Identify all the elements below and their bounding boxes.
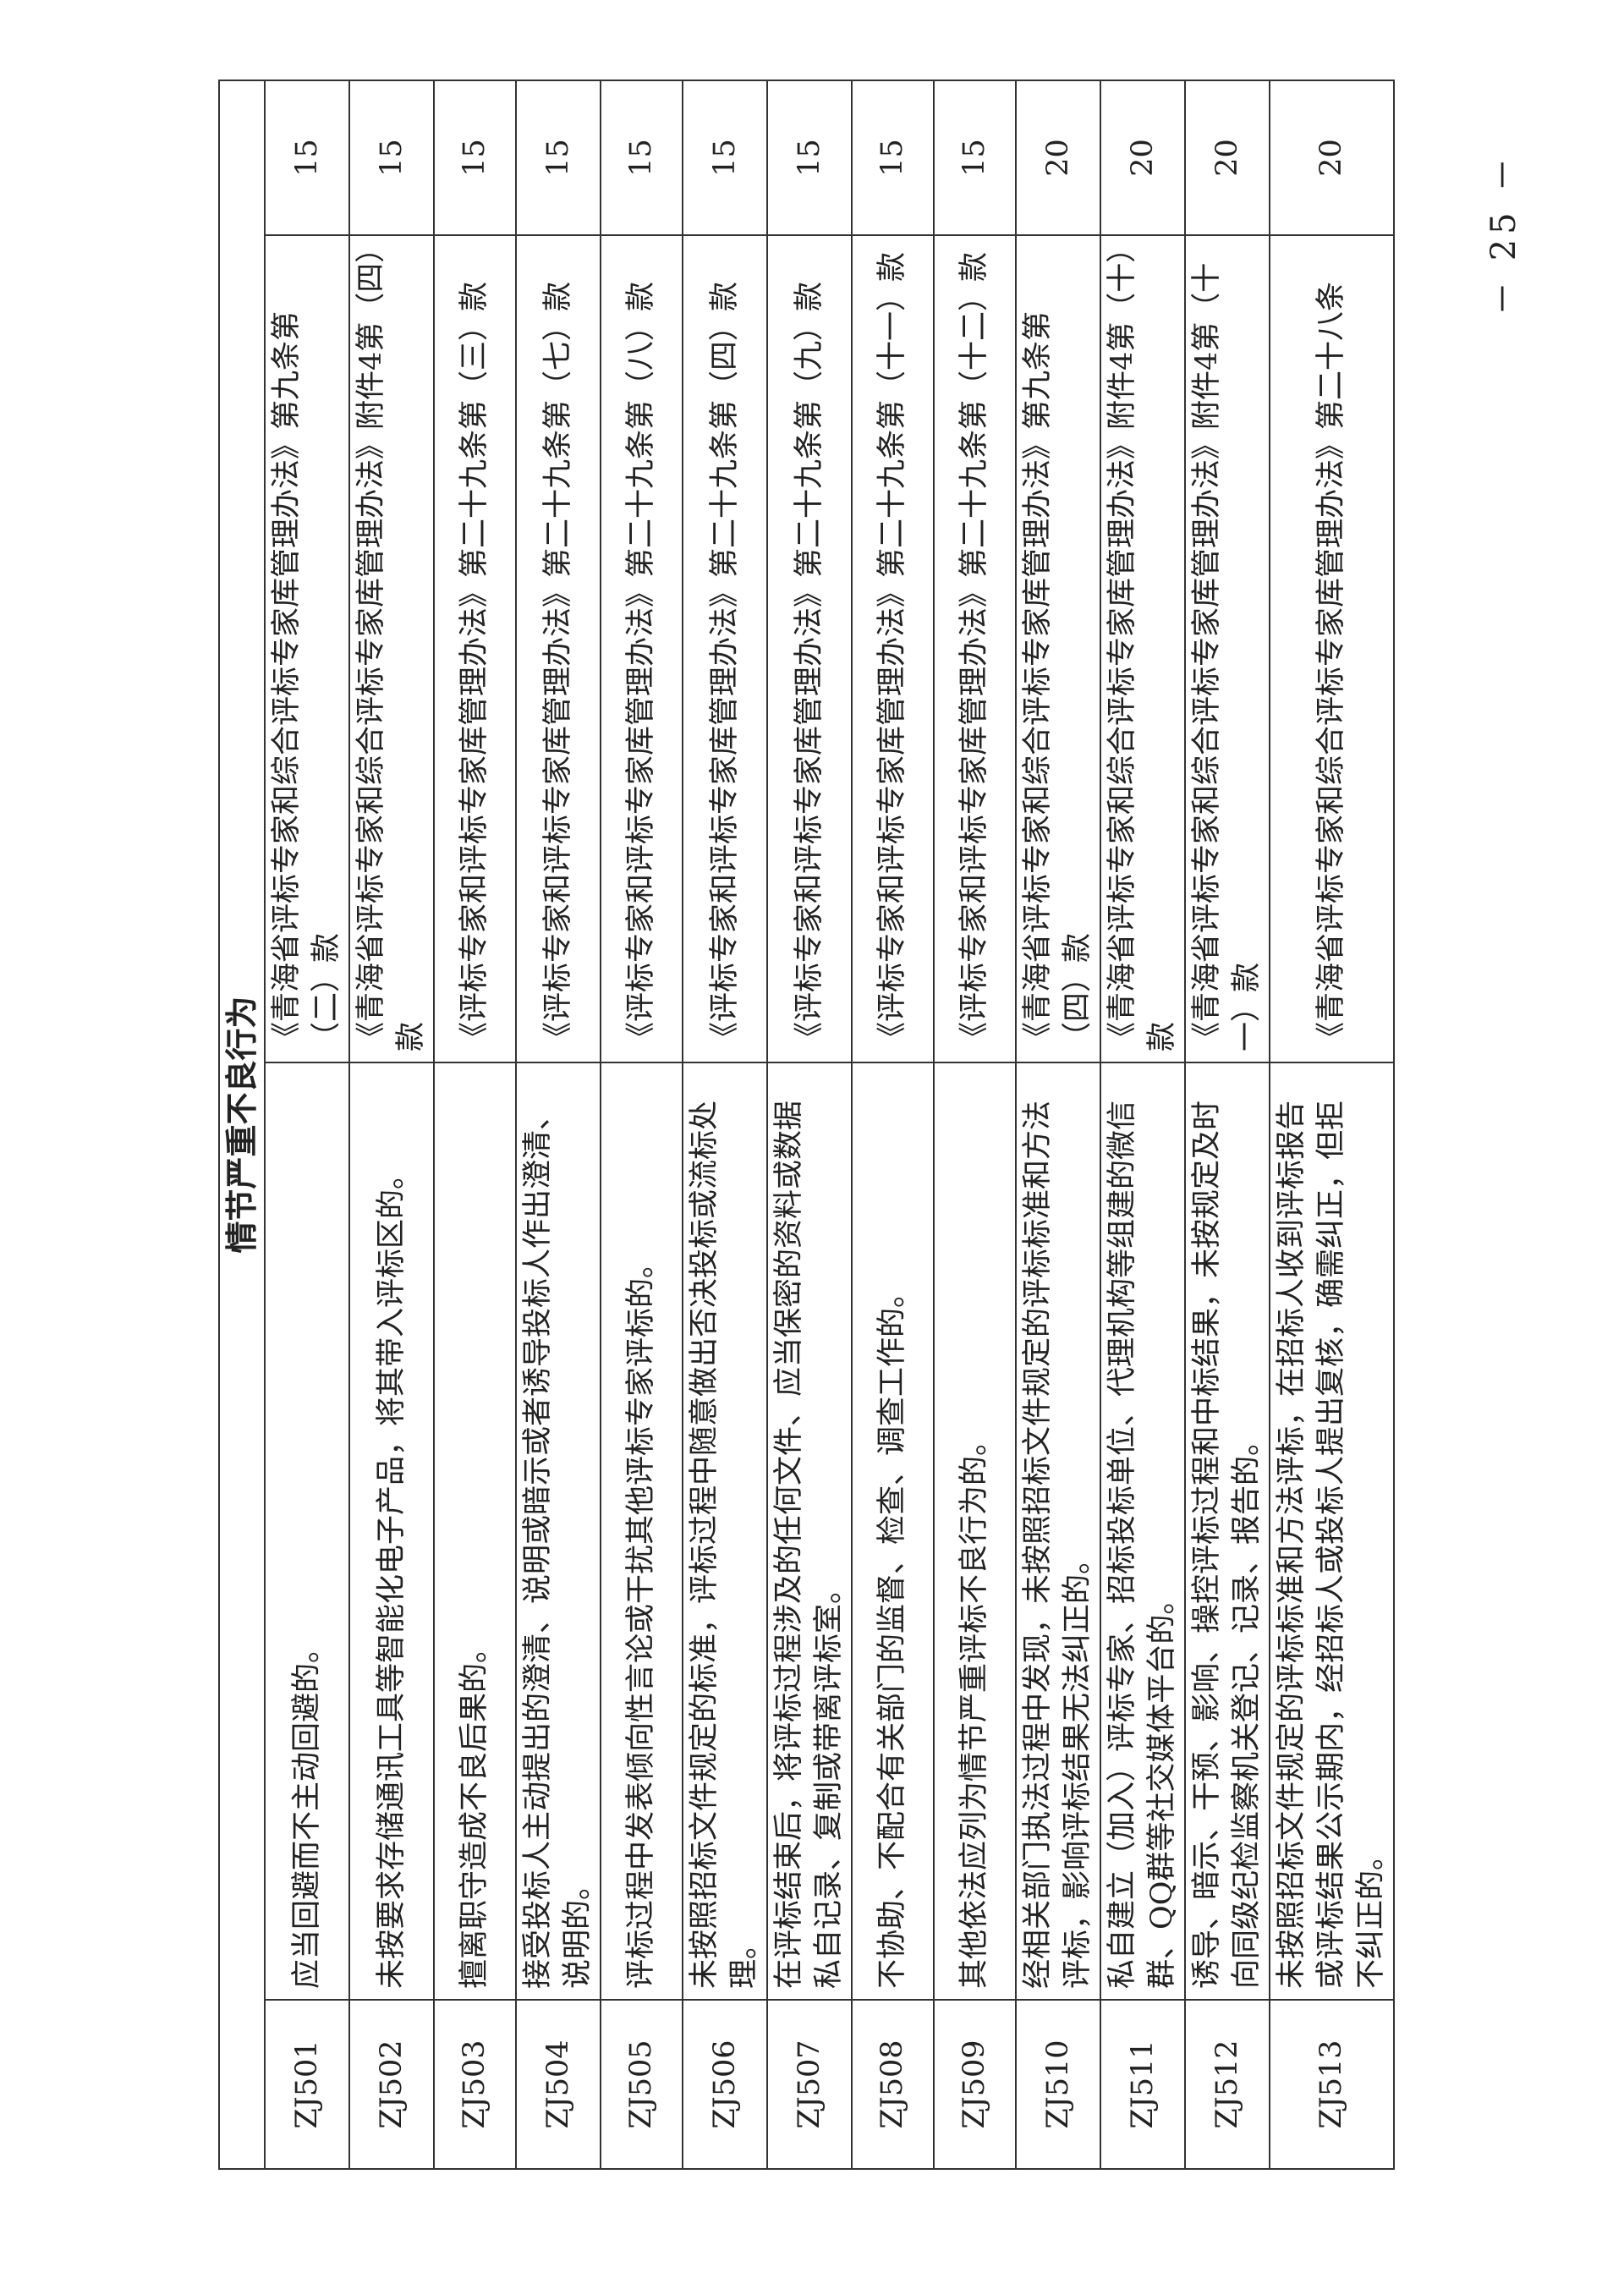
cell-basis: 《评标专家和评标专家库管理办法》第二十九条第（三）款	[434, 235, 516, 1062]
cell-desc: 经相关部门执法过程中发现，未按照招标文件规定的评标标准和方法评标，影响评标结果无…	[1016, 1062, 1100, 2000]
cell-score: 15	[767, 80, 852, 235]
cell-code: ZJ510	[1016, 2000, 1100, 2169]
table-row: ZJ503 擅离职守造成不良后果的。 《评标专家和评标专家库管理办法》第二十九条第（…	[434, 80, 516, 2169]
cell-score: 15	[852, 80, 934, 235]
cell-desc: 未按照招标文件规定的评标标准和方法评标，在招标人收到评标报告或评标结果公示期内，…	[1270, 1062, 1394, 2000]
cell-code: ZJ511	[1100, 2000, 1185, 2169]
cell-code: ZJ504	[516, 2000, 601, 2169]
table-row: ZJ502 未按要求存储通讯工具等智能化电子产品，将其带入评标区的。 《青海省评标专…	[349, 80, 434, 2169]
table-row: ZJ504 接受投标人主动提出的澄清、说明或暗示或者诱导投标人作出澄清、说明的。《…	[516, 80, 601, 2169]
cell-basis: 《青海省评标专家和综合评标专家库管理办法》附件4第（十一）款	[1185, 235, 1270, 1062]
cell-desc: 不协助、不配合有关部门的监督、检查、调查工作的。	[852, 1062, 934, 2000]
cell-desc: 诱导、暗示、干预、影响、操控评标过程和中标结果，未按规定及时向同级纪检监察机关登…	[1185, 1062, 1270, 2000]
table-row: ZJ505 评标过程中发表倾向性言论或干扰其他评标专家评标的。 《评标专家和评标专家…	[601, 80, 683, 2169]
cell-basis: 《青海省评标专家和综合评标专家库管理办法》第九条第（二）款	[265, 235, 349, 1062]
cell-score: 20	[1016, 80, 1100, 235]
cell-desc: 接受投标人主动提出的澄清、说明或暗示或者诱导投标人作出澄清、说明的。	[516, 1062, 601, 2000]
table-row: ZJ506 未按照招标文件规定的标准，评标过程中随意做出否决投标或流标处理。 《评标…	[683, 80, 767, 2169]
cell-score: 15	[265, 80, 349, 235]
cell-code: ZJ505	[601, 2000, 683, 2169]
cell-basis: 《青海省评标专家和综合评标专家库管理办法》第二十八条	[1270, 235, 1394, 1062]
cell-score: 20	[1100, 80, 1185, 235]
cell-code: ZJ513	[1270, 2000, 1394, 2169]
cell-desc: 擅离职守造成不良后果的。	[434, 1062, 516, 2000]
cell-code: ZJ512	[1185, 2000, 1270, 2169]
cell-desc: 评标过程中发表倾向性言论或干扰其他评标专家评标的。	[601, 1062, 683, 2000]
cell-code: ZJ502	[349, 2000, 434, 2169]
cell-basis: 《评标专家和评标专家库管理办法》第二十九条第（七）款	[516, 235, 601, 1062]
page-number: － 25 －	[1484, 152, 1523, 316]
cell-basis: 《评标专家和评标专家库管理办法》第二十九条第（十二）款	[934, 235, 1016, 1062]
cell-score: 15	[601, 80, 683, 235]
cell-desc: 私自建立（加入）评标专家、招标投标单位、代理机构等组建的微信群、QQ群等社交媒体…	[1100, 1062, 1185, 2000]
cell-score: 15	[434, 80, 516, 235]
cell-score: 20	[1185, 80, 1270, 235]
cell-basis: 《评标专家和评标专家库管理办法》第二十九条第（八）款	[601, 235, 683, 1062]
cell-code: ZJ507	[767, 2000, 852, 2169]
cell-score: 15	[683, 80, 767, 235]
cell-desc: 应当回避而不主动回避的。	[265, 1062, 349, 2000]
cell-basis: 《评标专家和评标专家库管理办法》第二十九条第（十一）款	[852, 235, 934, 1062]
table-row: ZJ510 经相关部门执法过程中发现，未按照招标文件规定的评标标准和方法评标，影响…	[1016, 80, 1100, 2169]
cell-desc: 未按要求存储通讯工具等智能化电子产品，将其带入评标区的。	[349, 1062, 434, 2000]
table-row: ZJ508 不协助、不配合有关部门的监督、检查、调查工作的。 《评标专家和评标专家库…	[852, 80, 934, 2169]
cell-basis: 《青海省评标专家和综合评标专家库管理办法》附件4第（十）款	[1100, 235, 1185, 1062]
cell-code: ZJ506	[683, 2000, 767, 2169]
header-row: 情节严重不良行为	[219, 80, 265, 2169]
cell-code: ZJ503	[434, 2000, 516, 2169]
cell-score: 15	[516, 80, 601, 235]
cell-code: ZJ509	[934, 2000, 1016, 2169]
table-row: ZJ512 诱导、暗示、干预、影响、操控评标过程和中标结果，未按规定及时向同级纪检…	[1185, 80, 1270, 2169]
cell-code: ZJ501	[265, 2000, 349, 2169]
table: 情节严重不良行为 ZJ501 应当回避而不主动回避的。 《青海省评标专家和综合评标专…	[218, 80, 1395, 2170]
cell-basis: 《评标专家和评标专家库管理办法》第二十九条第（四）款	[683, 235, 767, 1062]
table-row: ZJ507 在评标结束后，将评标过程涉及的任何文件、应当保密的资料或数据私自记录、…	[767, 80, 852, 2169]
cell-score: 15	[934, 80, 1016, 235]
table-title: 情节严重不良行为	[219, 80, 265, 2169]
cell-code: ZJ508	[852, 2000, 934, 2169]
cell-score: 15	[349, 80, 434, 235]
cell-basis: 《评标专家和评标专家库管理办法》第二十九条第（九）款	[767, 235, 852, 1062]
cell-desc: 其他依法应列为情节严重评标不良行为的。	[934, 1062, 1016, 2000]
cell-score: 20	[1270, 80, 1394, 235]
table-row: ZJ509 其他依法应列为情节严重评标不良行为的。 《评标专家和评标专家库管理办法》…	[934, 80, 1016, 2169]
table-row: ZJ511 私自建立（加入）评标专家、招标投标单位、代理机构等组建的微信群、QQ群…	[1100, 80, 1185, 2169]
table-row: ZJ513 未按照招标文件规定的评标标准和方法评标，在招标人收到评标报告或评标结果…	[1270, 80, 1394, 2169]
cell-desc: 在评标结束后，将评标过程涉及的任何文件、应当保密的资料或数据私自记录、复制或带离…	[767, 1062, 852, 2000]
cell-desc: 未按照招标文件规定的标准，评标过程中随意做出否决投标或流标处理。	[683, 1062, 767, 2000]
table-row: ZJ501 应当回避而不主动回避的。 《青海省评标专家和综合评标专家库管理办法》第九…	[265, 80, 349, 2169]
cell-basis: 《青海省评标专家和综合评标专家库管理办法》附件4第（四）款	[349, 235, 434, 1062]
cell-basis: 《青海省评标专家和综合评标专家库管理办法》第九条第（四）款	[1016, 235, 1100, 1062]
